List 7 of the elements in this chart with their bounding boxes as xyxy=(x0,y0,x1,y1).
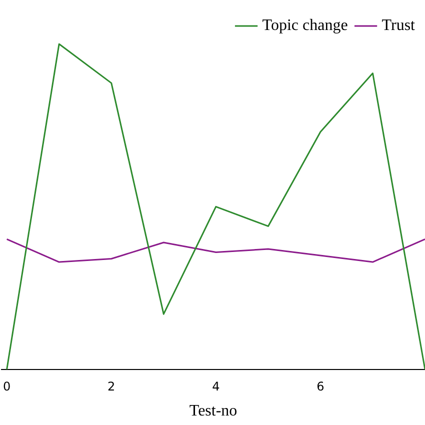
x-tick-label: 4 xyxy=(212,380,220,394)
x-tick-label: 0 xyxy=(2,380,11,394)
x-tick-label: 6 xyxy=(316,380,324,394)
x-tick-label: 2 xyxy=(108,380,116,394)
legend-label: Topic change xyxy=(262,17,348,34)
x-axis-title: Test-no xyxy=(189,402,238,420)
legend-label: Trust xyxy=(382,17,416,34)
